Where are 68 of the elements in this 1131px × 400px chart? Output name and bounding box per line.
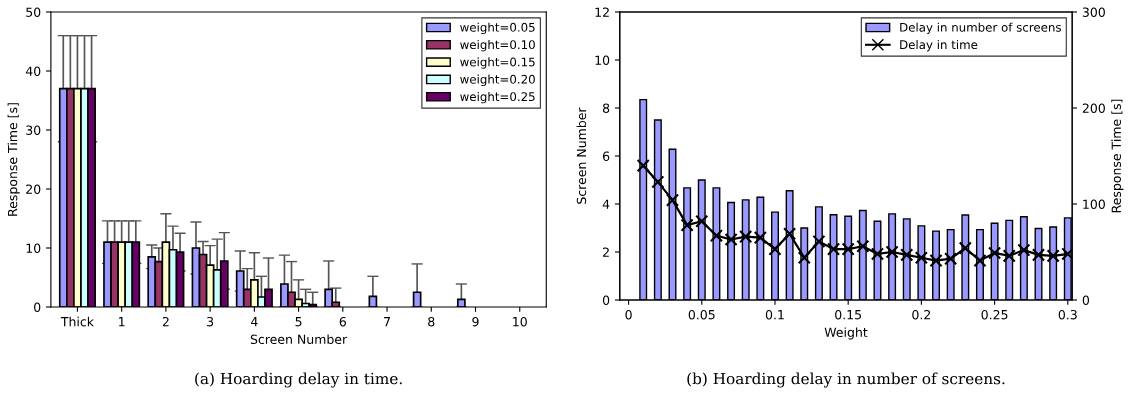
point <box>1002 249 1016 263</box>
point <box>680 218 694 232</box>
point <box>973 254 987 268</box>
y2-tick-label: 200 <box>1082 103 1105 113</box>
x-tick-label: 0.3 <box>1058 309 1077 320</box>
point <box>900 248 914 262</box>
y2-tick-label: 100 <box>1083 199 1105 209</box>
y-axis-title: Response Time [s] <box>7 103 20 216</box>
legend-label: weight=0.05 <box>460 22 535 35</box>
y-tick-label: 4 <box>602 199 610 209</box>
y-tick-label: 30 <box>26 125 41 135</box>
point <box>636 159 650 173</box>
point <box>797 251 811 265</box>
text: (b) Hoarding delay in number of screens. <box>687 372 1005 388</box>
y-tick-label: 10 <box>26 243 41 253</box>
y-tick-label: 0 <box>602 295 610 305</box>
point <box>665 193 680 207</box>
point <box>914 251 928 265</box>
legend-label: weight=0.25 <box>460 91 535 104</box>
point <box>812 234 826 249</box>
x-axis-title: Screen Number <box>250 334 348 345</box>
x-tick-label: 5 <box>295 317 302 327</box>
point <box>988 246 1002 260</box>
x-tick-label: 0.2 <box>912 309 931 320</box>
point <box>783 227 797 241</box>
y-tick-label: 0 <box>34 302 41 312</box>
y-tick-label: 6 <box>602 151 610 161</box>
point <box>724 232 738 247</box>
point <box>856 239 870 253</box>
y-tick-label: 2 <box>603 247 609 257</box>
x-tick-label: 4 <box>250 317 258 327</box>
x-tick-label: 0 <box>625 309 632 320</box>
text: (a) Hoarding delay in time. <box>195 372 402 388</box>
x-tick-label: 1 <box>119 317 125 327</box>
legend-label: Delay in time <box>900 39 978 52</box>
x-tick-label: 0.15 <box>835 309 862 320</box>
x-tick-label: 8 <box>428 316 435 327</box>
point <box>709 229 724 243</box>
x-tick-label: 0.05 <box>688 309 715 320</box>
legend-label: weight=0.10 <box>460 39 535 52</box>
legend-label: weight=0.15 <box>460 57 535 69</box>
point <box>1017 243 1031 257</box>
x-tick-label: 3 <box>207 316 214 327</box>
point <box>651 175 665 189</box>
x-tick-label: 0.25 <box>981 309 1008 320</box>
y2-axis-title: Response Time [s] <box>1111 99 1124 213</box>
point <box>958 241 972 255</box>
y2-tick-label: 300 <box>1082 7 1105 17</box>
x-tick-label: 0.1 <box>765 309 784 320</box>
x-tick-label: Thick <box>60 316 94 327</box>
x-tick-label: 9 <box>472 316 479 327</box>
x-tick-label: 7 <box>384 317 390 327</box>
y-tick-label: 10 <box>595 55 610 65</box>
x-axis-title: Weight <box>824 327 868 340</box>
legend-label: weight=0.20 <box>460 74 535 87</box>
y2-tick-label: 0 <box>1082 295 1090 305</box>
point <box>768 242 782 256</box>
point <box>695 214 709 228</box>
x-tick-label: 2 <box>162 316 169 327</box>
y-tick-label: 12 <box>595 7 609 17</box>
x-tick-label: 6 <box>339 316 346 327</box>
legend-label: Delay in number of screens <box>900 22 1061 35</box>
y-tick-label: 40 <box>25 66 41 76</box>
y-tick-label: 8 <box>602 103 610 113</box>
y-axis-title: Screen Number <box>576 107 587 204</box>
y-tick-label: 20 <box>26 184 41 194</box>
y-tick-label: 50 <box>26 7 41 17</box>
x-tick-label: 10 <box>513 316 527 327</box>
